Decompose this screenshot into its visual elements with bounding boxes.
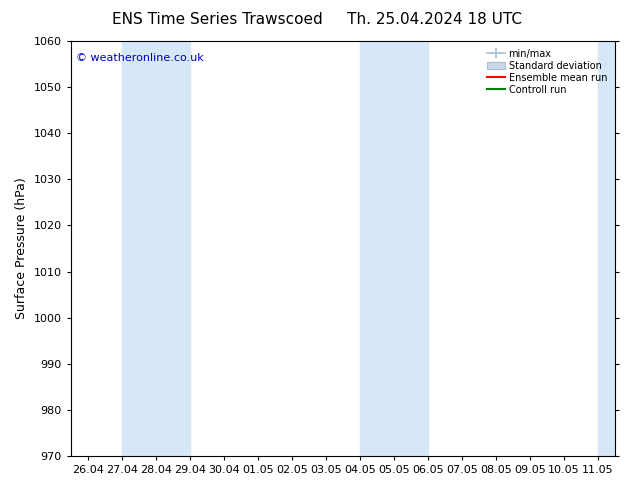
Legend: min/max, Standard deviation, Ensemble mean run, Controll run: min/max, Standard deviation, Ensemble me… xyxy=(484,46,610,98)
Bar xyxy=(156,41,190,456)
Bar xyxy=(598,41,615,456)
Bar xyxy=(394,41,428,456)
Bar xyxy=(122,41,156,456)
Text: © weatheronline.co.uk: © weatheronline.co.uk xyxy=(76,53,204,64)
Bar xyxy=(359,41,394,456)
Y-axis label: Surface Pressure (hPa): Surface Pressure (hPa) xyxy=(15,178,28,319)
Text: ENS Time Series Trawscoed     Th. 25.04.2024 18 UTC: ENS Time Series Trawscoed Th. 25.04.2024… xyxy=(112,12,522,27)
